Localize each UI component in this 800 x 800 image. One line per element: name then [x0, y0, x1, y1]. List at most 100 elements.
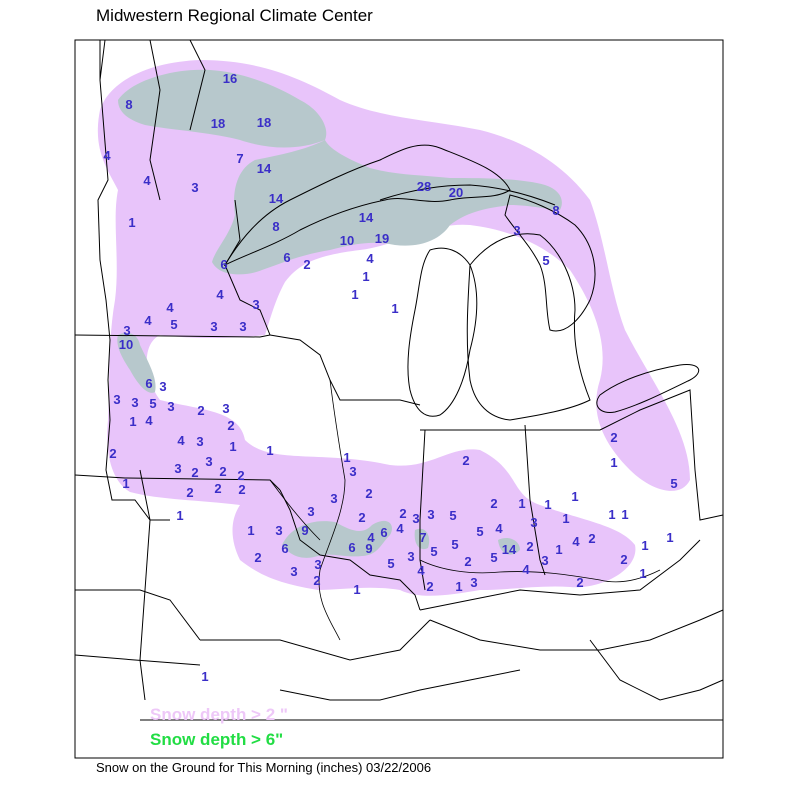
snow-depth-value: 8: [272, 219, 279, 234]
snow-depth-value: 4: [143, 173, 151, 188]
snow-depth-value: 1: [353, 582, 360, 597]
snow-depth-value: 16: [223, 71, 237, 86]
legend-item-over-6: Snow depth > 6": [150, 730, 283, 749]
snow-depth-value: 4: [166, 300, 174, 315]
legend: Snow depth > 2 " Snow depth > 6": [150, 705, 288, 749]
snow-depth-value: 3: [541, 553, 548, 568]
snow-depth-value: 3: [307, 504, 314, 519]
snow-depth-value: 5: [149, 396, 156, 411]
snow-depth-value: 3: [412, 511, 419, 526]
snow-depth-value: 3: [470, 575, 477, 590]
snow-depth-value: 4: [177, 433, 185, 448]
snow-depth-value: 5: [490, 550, 497, 565]
snow-depth-value: 14: [359, 210, 374, 225]
snow-depth-value: 19: [375, 231, 389, 246]
boundaries: [74, 39, 724, 721]
snow-depth-value: 6: [348, 540, 355, 555]
snow-depth-value: 3: [330, 491, 337, 506]
snow-depth-value: 3: [113, 392, 120, 407]
snow-depth-value: 5: [670, 476, 677, 491]
snow-depth-value: 7: [236, 151, 243, 166]
snow-depth-value: 5: [449, 508, 456, 523]
snow-depth-value: 28: [417, 179, 431, 194]
snow-depth-value: 4: [216, 287, 224, 302]
snow-depth-value: 1: [128, 215, 135, 230]
rivers: [269, 379, 661, 641]
snow-depth-value: 4: [103, 148, 111, 163]
snow-depth-value: 14: [269, 191, 284, 206]
snow-depth-value: 5: [451, 537, 458, 552]
snow-depth-value: 3: [205, 454, 212, 469]
snow-depth-value: 1: [608, 507, 615, 522]
snow-depth-value: 2: [238, 482, 245, 497]
snow-depth-value: 1: [266, 443, 273, 458]
snow-depth-value: 3: [222, 401, 229, 416]
michigan-upper-peninsula: [379, 184, 556, 206]
snow-depth-value: 2: [237, 468, 244, 483]
snow-depth-value: 3: [290, 564, 297, 579]
snow-region-over-6-north: [118, 69, 562, 275]
snow-depth-value: 3: [174, 461, 181, 476]
snow-depth-value: 14: [502, 542, 517, 557]
snow-depth-value: 1: [555, 542, 562, 557]
lake-shorelines: [223, 144, 700, 421]
snow-depth-value: 3: [252, 297, 259, 312]
snow-depth-value: 5: [170, 317, 177, 332]
snow-depth-value: 1: [610, 455, 617, 470]
snow-depth-value: 2: [464, 554, 471, 569]
snow-depth-value: 20: [449, 185, 463, 200]
snow-depth-value: 6: [283, 250, 290, 265]
snow-depth-value: 1: [544, 497, 551, 512]
snow-depth-value: 2: [186, 485, 193, 500]
snow-depth-value: 2: [588, 531, 595, 546]
snow-depth-value: 18: [211, 116, 225, 131]
snow-depth-value: 2: [358, 510, 365, 525]
snow-depth-value: 2: [399, 506, 406, 521]
snow-depth-value: 1: [343, 450, 350, 465]
snow-depth-value: 3: [123, 323, 130, 338]
snow-depth-value: 7: [419, 530, 426, 545]
snow-depth-value: 8: [552, 203, 559, 218]
snow-depth-value: 3: [349, 464, 356, 479]
snow-depth-value: 1: [621, 507, 628, 522]
snow-depth-value: 2: [191, 465, 198, 480]
snow-depth-value: 2: [109, 446, 116, 461]
map-caption: Snow on the Ground for This Morning (inc…: [96, 760, 432, 775]
snow-depth-value: 4: [522, 562, 530, 577]
snow-depth-value: 4: [145, 413, 153, 428]
snow-depth-value: 2: [219, 464, 226, 479]
snow-depth-value: 3: [210, 319, 217, 334]
snow-depth-value: 1: [391, 301, 398, 316]
snow-depth-value: 1: [122, 476, 129, 491]
snow-depth-value: 3: [167, 399, 174, 414]
snow-depth-value: 4: [366, 251, 374, 266]
snow-depth-value: 6: [380, 525, 387, 540]
snow-depth-value: 9: [301, 523, 308, 538]
map-title: Midwestern Regional Climate Center: [96, 6, 373, 25]
snow-depth-value: 2: [303, 257, 310, 272]
snow-depth-value: 1: [176, 508, 183, 523]
snow-depth-value: 2: [426, 579, 433, 594]
snow-depth-value: 3: [131, 395, 138, 410]
snow-depth-value: 3: [275, 523, 282, 538]
snow-depth-value: 2: [526, 539, 533, 554]
snow-region-over-6-ohio: [498, 538, 520, 555]
snow-depth-value: 1: [362, 269, 369, 284]
snow-region-over-6-west: [117, 332, 156, 393]
lake-superior-shore: [223, 144, 511, 267]
snow-depth-value: 4: [367, 530, 375, 545]
legend-item-over-2: Snow depth > 2 ": [150, 705, 288, 724]
snow-depth-value: 3: [196, 434, 203, 449]
snow-depth-value: 3: [427, 507, 434, 522]
snow-depth-value: 3: [239, 319, 246, 334]
snow-depth-value: 1: [518, 496, 525, 511]
snow-depth-value: 2: [197, 403, 204, 418]
snow-depth-value: 6: [220, 257, 227, 272]
snow-depth-value: 1: [247, 523, 254, 538]
snow-depth-value: 5: [476, 524, 483, 539]
snow-depth-value: 2: [610, 430, 617, 445]
snow-depth-value: 3: [513, 223, 520, 238]
snow-region-over-6-southeast: [414, 528, 430, 550]
snow-depth-value: 4: [495, 521, 503, 536]
